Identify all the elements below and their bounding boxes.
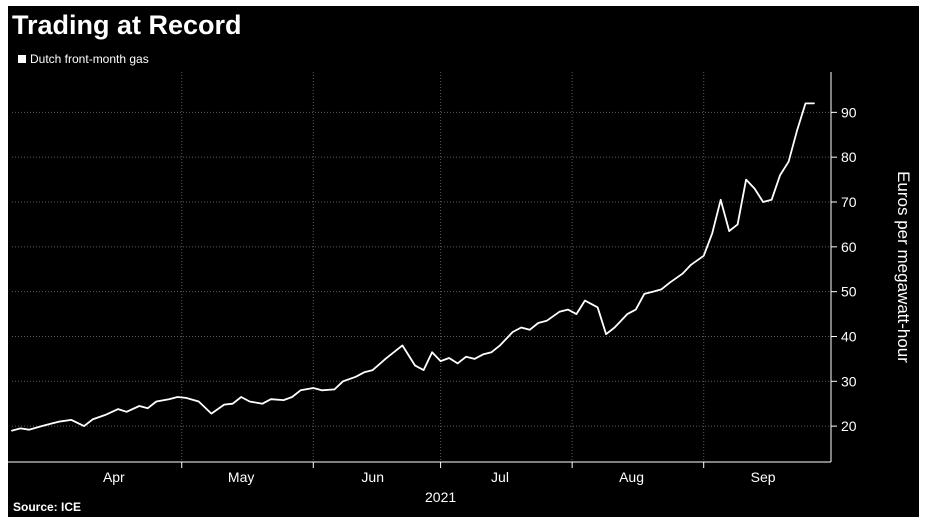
x-tick-label: Apr xyxy=(103,469,125,485)
chart-frame: Trading at Record Dutch front-month gas … xyxy=(8,6,919,517)
legend: Dutch front-month gas xyxy=(18,52,149,66)
x-tick-label: Jun xyxy=(361,469,384,485)
x-tick-label: Sep xyxy=(751,469,776,485)
y-axis-title: Euros per megawatt-hour xyxy=(894,171,913,363)
x-tick-label: May xyxy=(228,469,254,485)
legend-swatch xyxy=(18,55,26,63)
chart-title: Trading at Record xyxy=(12,10,242,40)
series-line-dutch-front-month-gas xyxy=(11,102,815,432)
series-layer xyxy=(11,102,815,432)
x-tick-label: Jul xyxy=(491,469,509,485)
axis-layer xyxy=(8,72,837,468)
y-tick-label: 40 xyxy=(841,328,857,344)
legend-label: Dutch front-month gas xyxy=(30,52,149,66)
y-tick-label: 30 xyxy=(841,373,857,389)
grid-layer xyxy=(12,72,831,462)
x-tick-label: Aug xyxy=(619,469,644,485)
y-tick-label: 90 xyxy=(841,104,857,120)
label-layer: 20 30 40 50 60 70 80 90 Apr May Jun Jul Aug Sep 2021 Eu… xyxy=(103,104,913,505)
line-chart: 20 30 40 50 60 70 80 90 Apr May Jun Jul Aug Sep 2021 Eu… xyxy=(8,72,913,505)
y-tick-label: 80 xyxy=(841,149,857,165)
y-tick-label: 70 xyxy=(841,194,857,210)
source-note: Source: ICE xyxy=(13,500,82,514)
x-axis-year-label: 2021 xyxy=(425,489,456,505)
y-tick-label: 60 xyxy=(841,239,857,255)
y-tick-label: 50 xyxy=(841,284,857,300)
y-tick-label: 20 xyxy=(841,418,857,434)
